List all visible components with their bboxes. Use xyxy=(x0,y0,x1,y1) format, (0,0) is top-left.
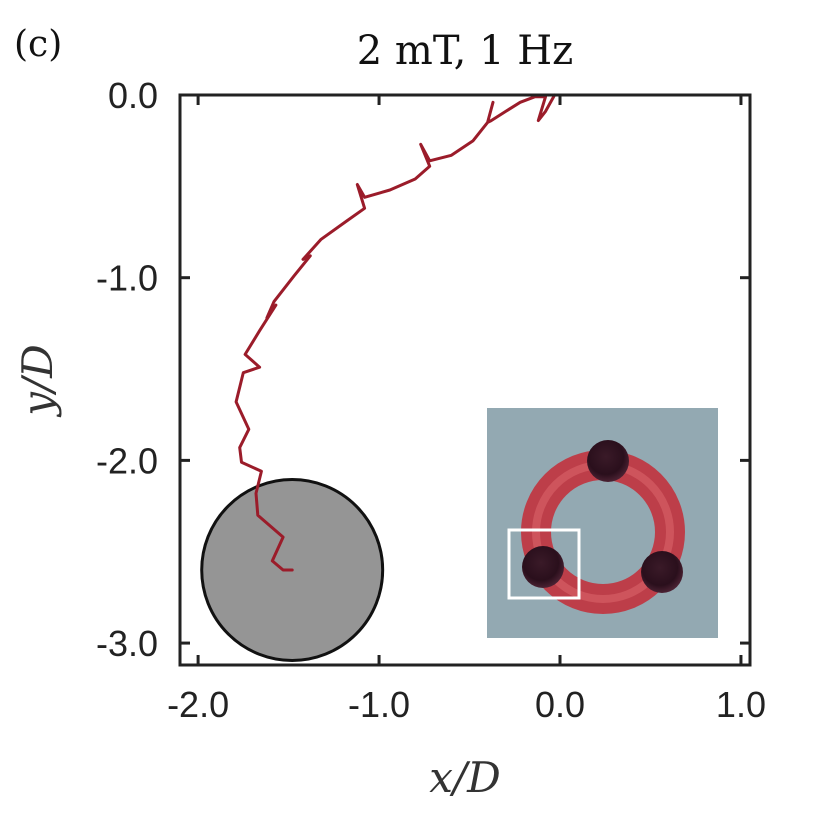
x-tick-label: 1.0 xyxy=(716,684,766,725)
x-tick-label: -1.0 xyxy=(348,684,410,725)
trajectory-line xyxy=(234,93,557,572)
chart-title: 2 mT, 1 Hz xyxy=(357,28,573,74)
x-tick-label: -2.0 xyxy=(167,684,229,725)
inset-bead-left xyxy=(522,546,564,588)
x-tick-label: 0.0 xyxy=(535,684,585,725)
plot-frame xyxy=(178,93,752,667)
inset-photo xyxy=(487,408,718,638)
trajectory-layer xyxy=(234,93,557,572)
inset-highlight-box xyxy=(507,528,581,600)
y-tick-label: -2.0 xyxy=(96,440,158,481)
y-axis-label: y/D xyxy=(13,344,62,418)
y-tick-label: -3.0 xyxy=(96,623,158,664)
y-tick-label: 0.0 xyxy=(108,75,158,116)
panel-label: (c) xyxy=(14,24,62,65)
inset-bead-right xyxy=(641,551,683,593)
x-axis-label: x/D xyxy=(429,753,501,802)
axes-layer: -2.0 -1.0 0.0 1.00.0-1.0-2.0-3.0 xyxy=(96,75,766,725)
y-tick-label: -1.0 xyxy=(96,258,158,299)
inset-bead-top xyxy=(587,440,629,482)
